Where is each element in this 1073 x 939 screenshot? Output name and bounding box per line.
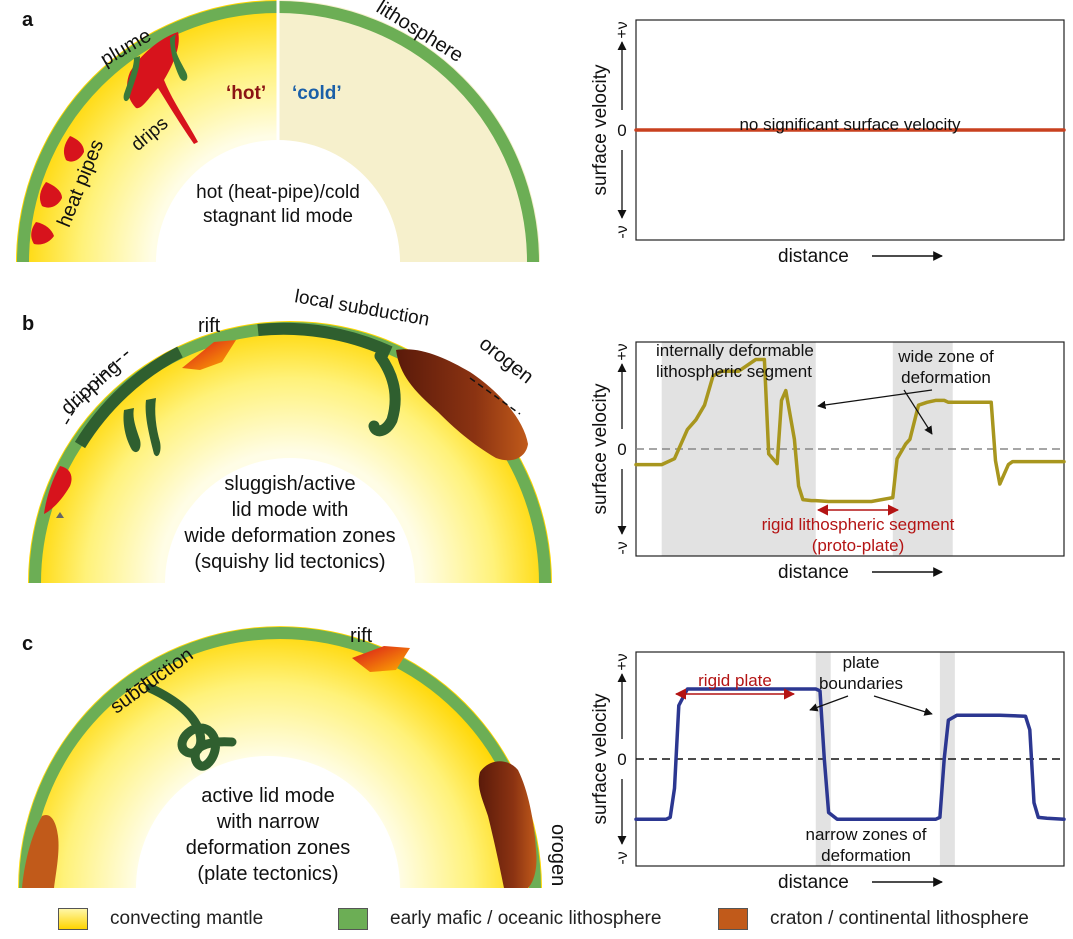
legend-item-lithosphere: early mafic / oceanic lithosphere bbox=[338, 908, 661, 930]
chart-b-annotation-arrow-left bbox=[817, 389, 933, 410]
panel-b-dark-lithosphere bbox=[74, 346, 183, 449]
panel-c-subduction-bracket bbox=[125, 667, 161, 693]
panel-c-rift-label: rift bbox=[350, 625, 373, 647]
chart-c-annotation-boundaries-1: plate bbox=[843, 653, 880, 672]
chart-c-boundary-arrow-right bbox=[873, 695, 933, 716]
chart-b-annotation-rigid-2: (proto-plate) bbox=[812, 536, 905, 555]
chart-b-annotation-arrow-right bbox=[903, 389, 933, 435]
chart-b-deformation-zone bbox=[661, 342, 816, 556]
panel-a-mode-line-1: hot (heat-pipe)/cold bbox=[196, 182, 360, 203]
chart-c-xlabel: distance bbox=[778, 872, 849, 893]
panel-b-rift bbox=[182, 340, 236, 370]
chart-b-tick-zero: 0 bbox=[617, 440, 626, 459]
panel-b-drip-2 bbox=[145, 398, 161, 457]
panel-b-letter: b bbox=[22, 313, 34, 335]
chart-b-annotation-rigid-1: rigid lithospheric segment bbox=[762, 515, 955, 534]
legend: convecting mantle early mafic / oceanic … bbox=[0, 908, 1073, 936]
chart-b-tick-neg: -ν bbox=[614, 541, 631, 554]
chart-b-annotation-internal-2: lithospheric segment bbox=[656, 362, 812, 381]
panel-b-dark-lithosphere-2 bbox=[257, 322, 393, 358]
panel-c-orogen bbox=[478, 761, 537, 888]
legend-label-lithosphere: early mafic / oceanic lithosphere bbox=[390, 908, 662, 929]
panel-a-drip-2 bbox=[123, 56, 140, 102]
panel-a-hot-mantle bbox=[16, 0, 278, 262]
panel-c-rift bbox=[352, 646, 410, 672]
panel-c-earth: c subduction rift orogen active lid mode… bbox=[18, 625, 569, 889]
panel-b-orogen-label: orogen bbox=[475, 333, 538, 389]
legend-item-craton: craton / continental lithosphere bbox=[718, 908, 1029, 930]
chart-c-tick-pos: +ν bbox=[614, 653, 631, 670]
chart-b-annotation-internal-1: internally deformable bbox=[656, 341, 814, 360]
panel-a-cold-mantle bbox=[278, 0, 540, 262]
chart-b-annotation-wide-2: deformation bbox=[901, 368, 991, 387]
panel-b-subduction-slab bbox=[368, 350, 401, 437]
panel-a-hot-label: ‘hot’ bbox=[226, 83, 266, 104]
chart-b bbox=[617, 341, 1066, 577]
chart-a-xlabel: distance bbox=[778, 246, 849, 267]
chart-a-tick-pos: +ν bbox=[614, 21, 631, 38]
panel-b-orogen bbox=[396, 349, 528, 461]
legend-item-mantle: convecting mantle bbox=[58, 908, 263, 930]
panel-a-letter: a bbox=[22, 9, 34, 31]
panel-b-drip-1 bbox=[123, 408, 141, 453]
chart-c bbox=[617, 651, 1066, 887]
panel-b-arrow-marker bbox=[56, 512, 64, 518]
panel-b-mode-line-3: wide deformation zones bbox=[183, 525, 395, 547]
panel-c-mode-line-2: with narrow bbox=[216, 811, 320, 833]
panel-b-left-pipe bbox=[44, 466, 72, 514]
legend-label-mantle: convecting mantle bbox=[110, 908, 264, 929]
panel-c-craton-left bbox=[22, 814, 59, 888]
chart-c-tick-neg: -ν bbox=[614, 851, 631, 864]
chart-c-series-line bbox=[634, 687, 1066, 822]
chart-b-series-line bbox=[634, 357, 1066, 504]
panel-c-mode-line-3: deformation zones bbox=[186, 837, 351, 859]
panel-a-heat-pipe-1 bbox=[63, 136, 84, 162]
panel-b-mode-line-2: lid mode with bbox=[232, 499, 349, 521]
panel-a-earth: a plume lithosphere ‘hot’ ‘cold’ drips h… bbox=[16, 0, 540, 263]
chart-c-annotation-boundaries-2: boundaries bbox=[819, 674, 903, 693]
panel-a-plume bbox=[127, 32, 198, 144]
chart-c-annotation-narrow-1: narrow zones of bbox=[806, 825, 927, 844]
legend-swatch-craton bbox=[718, 908, 748, 930]
panel-a-mode-line-2: stagnant lid mode bbox=[203, 206, 353, 227]
panel-c-letter: c bbox=[22, 633, 33, 655]
chart-c-ylabel: surface velocity bbox=[590, 693, 611, 824]
chart-b-ylabel: surface velocity bbox=[590, 383, 611, 514]
chart-c-annotation-rigid: rigid plate bbox=[698, 671, 772, 690]
chart-b-annotation-wide-1: wide zone of bbox=[897, 347, 994, 366]
panel-b-earth: b dripping rift local subduction orogen … bbox=[22, 286, 552, 584]
chart-a bbox=[617, 19, 1066, 261]
panel-b-orogen-bracket bbox=[469, 377, 521, 415]
chart-a-tick-zero: 0 bbox=[617, 121, 626, 140]
chart-b-tick-pos: +ν bbox=[614, 343, 631, 360]
panel-b-mode-line-4: (squishy lid tectonics) bbox=[194, 551, 385, 573]
legend-swatch-mantle bbox=[58, 908, 88, 930]
panel-c-subduction-slab bbox=[145, 683, 237, 771]
chart-c-tick-zero: 0 bbox=[617, 750, 626, 769]
chart-c-boundary-arrow-left bbox=[809, 695, 849, 712]
velocity-charts: 0 +ν -ν surface velocity distance 0 +ν -ν surfac… bbox=[590, 19, 1066, 893]
legend-swatch-lithosphere bbox=[338, 908, 368, 930]
panel-c-mode-line-1: active lid mode bbox=[201, 785, 334, 807]
panel-c-orogen-label: orogen bbox=[547, 824, 569, 886]
panel-a-heat-pipe-3 bbox=[31, 222, 54, 245]
chart-a-tick-neg: -ν bbox=[614, 225, 631, 238]
panel-a-drip-1 bbox=[170, 34, 188, 81]
chart-b-xlabel: distance bbox=[778, 562, 849, 583]
chart-a-annotation: no significant surface velocity bbox=[739, 115, 961, 134]
panel-a-cold-label: ‘cold’ bbox=[292, 83, 342, 104]
legend-label-craton: craton / continental lithosphere bbox=[770, 908, 1029, 929]
chart-a-ylabel: surface velocity bbox=[590, 64, 611, 195]
panel-b-rift-label: rift bbox=[198, 315, 221, 337]
panel-a-heat-pipe-2 bbox=[39, 182, 62, 208]
panel-b-mode-line-1: sluggish/active bbox=[224, 473, 355, 495]
chart-c-annotation-narrow-2: deformation bbox=[821, 846, 911, 865]
chart-c-deformation-zone bbox=[939, 652, 955, 866]
panel-c-mode-line-4: (plate tectonics) bbox=[197, 863, 338, 885]
